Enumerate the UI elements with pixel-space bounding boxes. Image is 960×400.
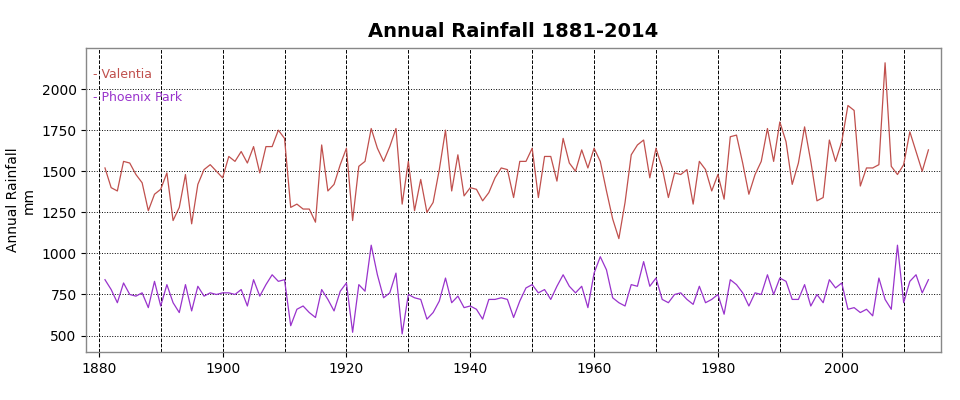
Text: - Valentia: - Valentia	[92, 68, 152, 81]
Title: Annual Rainfall 1881-2014: Annual Rainfall 1881-2014	[369, 22, 659, 41]
Y-axis label: Annual Rainfall
mm: Annual Rainfall mm	[6, 148, 36, 252]
Text: - Phoenix Park: - Phoenix Park	[92, 91, 181, 104]
